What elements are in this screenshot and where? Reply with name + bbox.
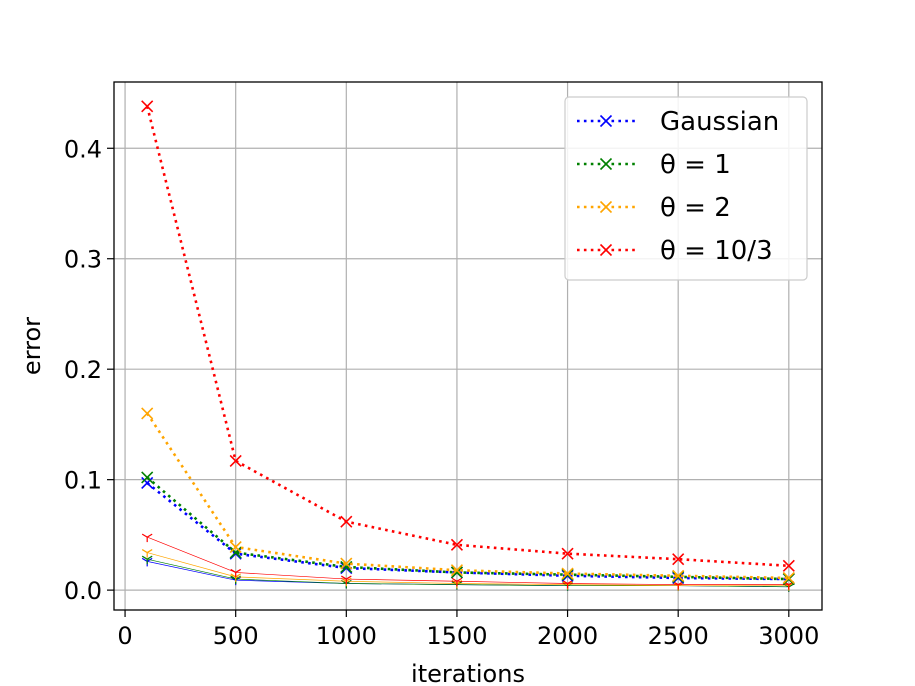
- legend-box: [564, 96, 808, 281]
- y-tick-label: 0.1: [64, 467, 102, 495]
- secondary-series-point: [230, 573, 241, 582]
- series-point: [141, 476, 154, 490]
- x-tick-label: 500: [213, 622, 259, 650]
- series-line: [146, 476, 789, 581]
- x-tick-label: 2000: [537, 622, 598, 650]
- secondary-series-point: [451, 577, 463, 587]
- secondary-series-point: [141, 533, 153, 543]
- secondary-series-point: [141, 555, 153, 565]
- x-tick-label: 2500: [648, 622, 709, 650]
- series-point: [229, 540, 242, 554]
- legend-label: θ = 1: [660, 150, 731, 180]
- series-point: [450, 564, 464, 577]
- secondary-series-point: [230, 568, 241, 578]
- legend-label: Gaussian: [660, 107, 779, 137]
- legend-marker: [599, 114, 613, 128]
- legend-label: θ = 10/3: [660, 236, 773, 266]
- legend: Gaussian θ = 1 θ = 2 θ = 10/3: [564, 96, 808, 281]
- series-point: [141, 407, 154, 420]
- y-tick-label: 0.0: [64, 577, 102, 605]
- legend-entry: θ = 1: [577, 150, 731, 180]
- series-point: [229, 454, 242, 467]
- y-tick-label: 0.2: [64, 356, 102, 384]
- series-point: [340, 557, 353, 570]
- series-point: [782, 559, 795, 572]
- secondary-series-layer: [141, 533, 795, 592]
- series-point: [450, 566, 464, 579]
- ticks: 0 500 1000 1500 2000 2500 3000 0.0 0.1 0.2 0.3 0.4: [64, 135, 820, 650]
- x-axis-label: iterations: [411, 660, 525, 686]
- series-line: [146, 481, 789, 581]
- series-point: [450, 538, 464, 551]
- secondary-series-line: [147, 561, 789, 588]
- legend-marker: [599, 200, 613, 214]
- series-point: [561, 547, 574, 560]
- x-tick-label: 1000: [316, 622, 377, 650]
- series-point: [141, 471, 154, 484]
- legend-entry: Gaussian: [577, 107, 779, 137]
- legend-marker: [599, 157, 613, 171]
- x-tick-label: 0: [117, 622, 132, 650]
- secondary-series-point: [341, 575, 352, 585]
- legend-entry: θ = 2: [577, 193, 731, 223]
- series-point: [340, 515, 353, 528]
- plot-area-frame: [113, 81, 823, 611]
- legend-entry: θ = 10/3: [577, 236, 773, 266]
- series-point: [672, 569, 685, 582]
- series-point: [141, 100, 154, 113]
- x-tick-label: 1500: [426, 622, 487, 650]
- series-point: [340, 560, 353, 573]
- legend-marker: [599, 243, 613, 257]
- secondary-series-point: [141, 549, 153, 558]
- y-tick-label: 0.3: [64, 246, 102, 274]
- series-line: [146, 412, 789, 580]
- series-point: [672, 553, 685, 566]
- series-point: [229, 546, 242, 559]
- y-axis-label: error: [18, 317, 46, 375]
- series-layer: [141, 100, 795, 586]
- y-tick-label: 0.4: [64, 135, 102, 163]
- series-point: [782, 571, 795, 585]
- legend-label: θ = 2: [660, 193, 731, 223]
- x-tick-label: 3000: [758, 622, 819, 650]
- series-point: [561, 567, 574, 580]
